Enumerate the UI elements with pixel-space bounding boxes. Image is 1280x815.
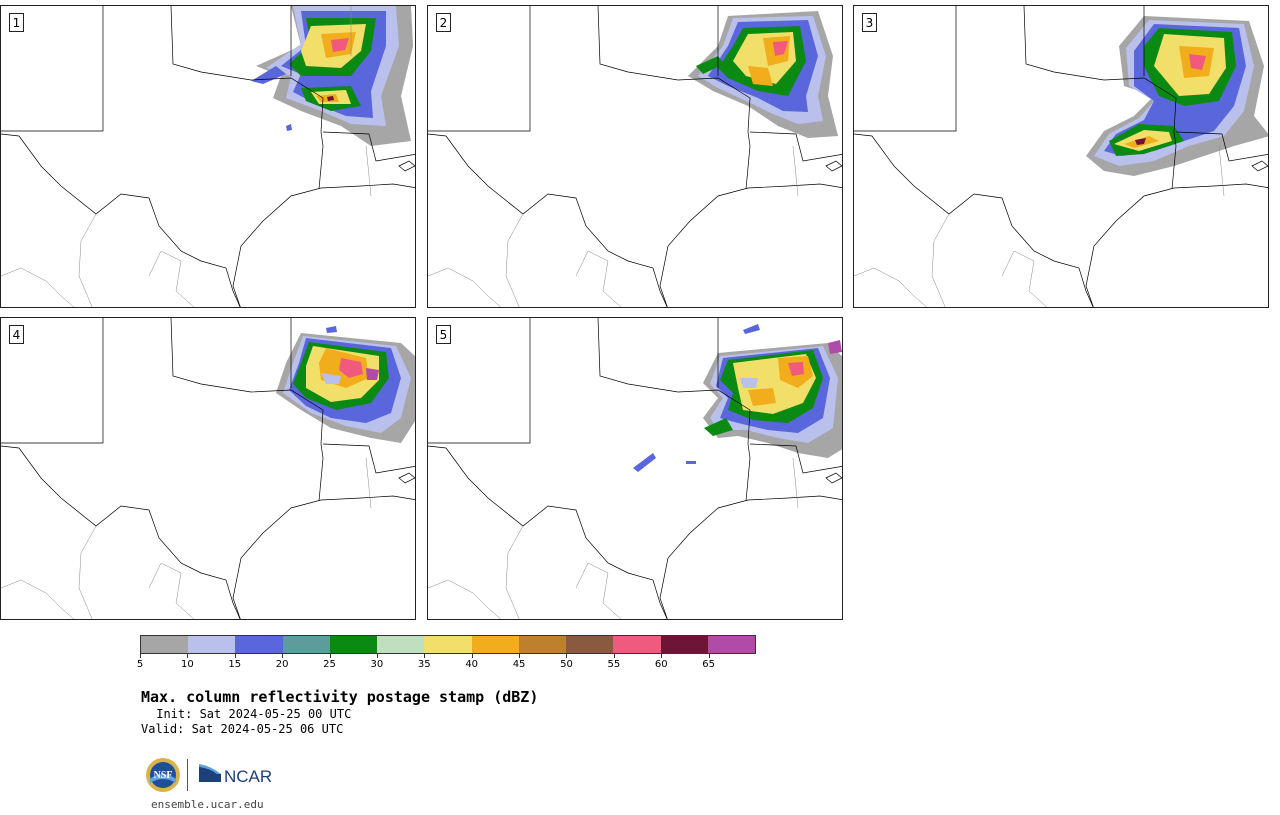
- colorbar-segment: [660, 636, 708, 653]
- country-borders: [1, 457, 372, 619]
- colorbar-tick-label: 25: [323, 659, 336, 670]
- colorbar-tick: [234, 654, 236, 658]
- panel-number: 1: [9, 13, 24, 32]
- colorbar-tick: [471, 654, 473, 658]
- map-panel-2: 2: [427, 5, 843, 308]
- colorbar-segment: [141, 636, 189, 653]
- colorbar-tick: [424, 654, 426, 658]
- colorbar-tick: [376, 654, 378, 658]
- colorbar-tick: [661, 654, 663, 658]
- colorbar-segment: [566, 636, 614, 653]
- map-panel-4: 4: [0, 317, 416, 620]
- map-panel-1: 1: [0, 5, 416, 308]
- precip-echoes: [1086, 16, 1268, 176]
- panel-number: 4: [9, 325, 24, 344]
- colorbar-tick-label: 30: [370, 659, 384, 670]
- colorbar: [140, 635, 756, 654]
- colorbar-segment: [518, 636, 567, 653]
- reflectivity-map-2: [428, 6, 842, 307]
- colorbar-segment: [377, 636, 425, 653]
- plot-title: Max. column reflectivity postage stamp (…: [141, 688, 539, 706]
- panel-number: 5: [436, 325, 451, 344]
- country-borders: [428, 145, 799, 307]
- colorbar-tick-label: 40: [465, 659, 479, 670]
- colorbar-segment: [282, 636, 330, 653]
- precip-echoes: [251, 6, 413, 146]
- colorbar-segment: [235, 636, 283, 653]
- colorbar-tick-label: 35: [417, 659, 431, 670]
- ncar-logo: NCAR: [199, 764, 272, 786]
- state-borders: [854, 6, 1268, 307]
- precip-echoes: [276, 326, 415, 443]
- site-url: ensemble.ucar.edu: [151, 798, 264, 811]
- reflectivity-map-5: [428, 318, 842, 619]
- colorbar-tick-label: 55: [607, 659, 621, 670]
- colorbar-tick: [566, 654, 568, 658]
- colorbar-segment: [424, 636, 472, 653]
- precip-echoes: [688, 11, 838, 138]
- colorbar-tick-label: 20: [275, 659, 289, 670]
- map-panel-5: 5: [427, 317, 843, 620]
- colorbar-segment: [613, 636, 661, 653]
- colorbar-segment: [329, 636, 378, 653]
- colorbar-tick: [708, 654, 710, 658]
- colorbar-tick-label: 45: [512, 659, 526, 670]
- country-borders: [854, 145, 1225, 307]
- colorbar-tick-label: 65: [702, 659, 715, 670]
- state-borders: [1, 318, 415, 619]
- valid-time: Valid: Sat 2024-05-25 06 UTC: [141, 722, 344, 736]
- country-borders: [428, 457, 799, 619]
- nsf-logo: NSF: [146, 758, 180, 792]
- country-borders: [1, 6, 372, 307]
- state-borders: [428, 6, 842, 307]
- colorbar-segment: [707, 636, 756, 653]
- colorbar-tick: [140, 654, 141, 658]
- reflectivity-map-4: [1, 318, 415, 619]
- colorbar-segment: [188, 636, 236, 653]
- colorbar-tick: [519, 654, 521, 658]
- svg-text:NCAR: NCAR: [224, 767, 272, 786]
- colorbar-tick-label: 15: [228, 659, 242, 670]
- state-borders: [1, 6, 415, 307]
- init-time: Init: Sat 2024-05-25 00 UTC: [149, 707, 352, 721]
- panel-number: 2: [436, 13, 451, 32]
- precip-echoes: [633, 324, 842, 472]
- colorbar-segment: [471, 636, 519, 653]
- colorbar-tick: [329, 654, 331, 658]
- colorbar-tick-label: 60: [654, 659, 668, 670]
- reflectivity-map-1: [1, 6, 415, 307]
- colorbar-tick: [187, 654, 189, 658]
- colorbar-tick: [282, 654, 284, 658]
- logo-divider: [187, 759, 188, 791]
- colorbar-tick-label: 5: [136, 659, 144, 670]
- map-panel-3: 3: [853, 5, 1269, 308]
- colorbar-tick-label: 50: [560, 659, 573, 670]
- svg-text:NSF: NSF: [154, 770, 173, 781]
- colorbar-tick-label: 10: [181, 659, 194, 670]
- reflectivity-map-3: [854, 6, 1268, 307]
- colorbar-tick: [613, 654, 615, 658]
- state-borders: [428, 318, 842, 619]
- panel-number: 3: [862, 13, 877, 32]
